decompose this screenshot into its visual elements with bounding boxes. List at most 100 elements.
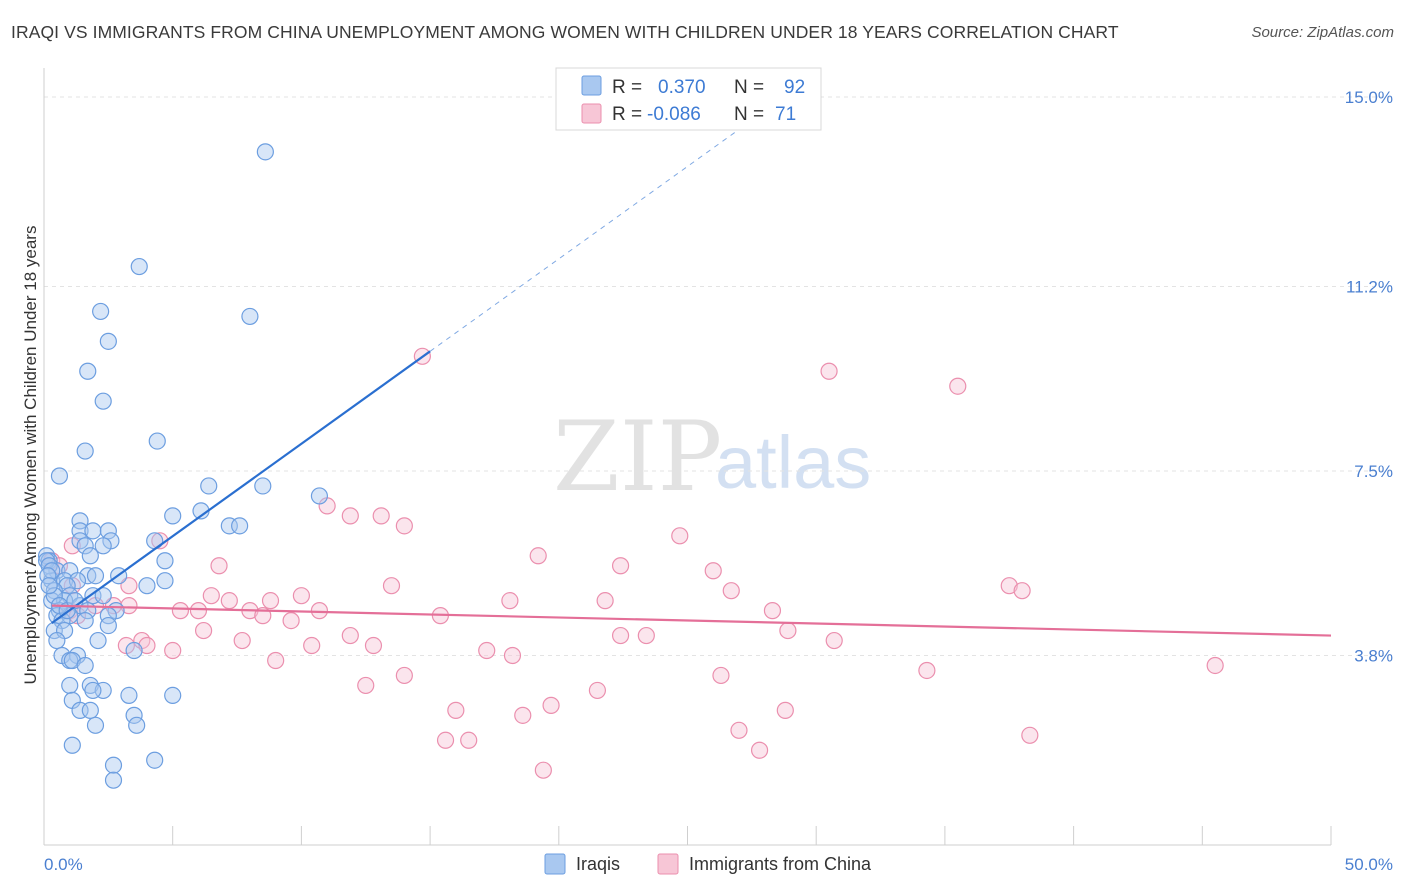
iraqi-point <box>86 716 105 734</box>
iraqi-point <box>79 362 97 380</box>
china-point <box>825 631 843 650</box>
iraqi-point <box>45 582 63 600</box>
correlation-legend: R = 0.370 N = 92 R = -0.086 N = 71 <box>555 67 822 131</box>
china-point <box>267 651 285 670</box>
china-point <box>712 666 730 685</box>
source-label: Source: ZipAtlas.com <box>1251 24 1394 41</box>
iraqi-point <box>63 651 81 670</box>
iraqi-point <box>164 686 182 705</box>
iraqi-point <box>99 616 117 635</box>
iraqi-point <box>81 701 99 719</box>
iraqi-point <box>45 587 63 605</box>
bottom-legend-swatch-iraqis <box>544 853 566 875</box>
china-point <box>460 731 478 749</box>
iraqi-point <box>71 512 89 530</box>
iraqi-point <box>128 716 146 734</box>
iraqi-point <box>125 706 143 724</box>
china-point <box>194 621 213 640</box>
china-point <box>501 592 519 610</box>
china-point <box>233 631 251 650</box>
legend-r-label-2: R = <box>612 104 642 125</box>
iraqi-point <box>231 517 249 535</box>
iraqi-point <box>61 676 79 695</box>
china-point <box>611 626 630 645</box>
china-point <box>779 621 797 640</box>
iraqi-point <box>104 756 123 774</box>
iraqi-point <box>94 587 112 605</box>
y-tick-label: 7.5% <box>1354 462 1393 481</box>
china-point <box>372 507 390 525</box>
iraqi-trend-line <box>51 350 431 624</box>
china-point <box>722 582 740 600</box>
legend-n-label-2: N = <box>734 104 764 125</box>
watermark-zip: ZIP <box>553 401 722 513</box>
iraqi-point <box>76 656 94 675</box>
iraqi-point <box>99 332 117 350</box>
y-axis-label: Unemployment Among Women with Children U… <box>21 226 40 685</box>
iraqi-point <box>86 567 105 585</box>
china-point <box>611 557 630 575</box>
china-point <box>637 626 655 645</box>
iraqi-point <box>120 686 138 705</box>
china-point <box>282 611 300 630</box>
iraqi-point <box>94 537 112 555</box>
china-point <box>303 636 321 655</box>
china-point <box>210 557 228 575</box>
iraqi-point <box>256 143 274 161</box>
iraqi-point <box>63 736 81 754</box>
china-point <box>542 696 560 714</box>
bottom-legend-china: Immigrants from China <box>689 854 872 874</box>
china-point <box>357 676 375 695</box>
china-point <box>395 517 413 535</box>
iraqi-point <box>50 467 69 485</box>
china-point <box>750 741 769 759</box>
bottom-legend-iraqis: Iraqis <box>576 854 620 874</box>
iraqi-series-points <box>37 143 329 789</box>
iraqi-point <box>130 257 148 276</box>
china-point <box>292 587 310 605</box>
china-point <box>171 602 190 620</box>
china-point <box>220 592 238 610</box>
iraqi-point <box>146 751 164 769</box>
china-point <box>1021 726 1039 744</box>
china-point <box>949 377 967 395</box>
china-point <box>364 636 383 655</box>
china-point <box>514 706 532 724</box>
china-point <box>704 562 722 580</box>
china-point <box>529 547 547 565</box>
watermark-atlas: atlas <box>715 421 871 504</box>
y-tick-label: 3.8% <box>1354 647 1393 666</box>
china-point <box>503 646 522 665</box>
china-point <box>820 362 838 380</box>
iraqi-point <box>104 771 123 789</box>
china-point <box>596 592 614 610</box>
china-point <box>310 602 329 620</box>
iraqi-point <box>138 577 156 595</box>
china-point <box>1013 582 1031 600</box>
iraqi-point <box>37 552 56 570</box>
iraqi-point <box>76 537 94 555</box>
china-point <box>341 507 359 525</box>
china-point <box>588 681 607 700</box>
legend-swatch-china <box>581 103 602 124</box>
iraqi-point <box>99 522 117 540</box>
legend-r-value-1: 0.370 <box>658 77 706 98</box>
x-tick-label-min: 0.0% <box>44 855 83 874</box>
iraqi-point <box>156 552 174 570</box>
axes <box>43 68 1332 846</box>
china-point <box>189 602 208 620</box>
y-tick-label: 11.2% <box>1346 277 1393 296</box>
iraqi-point <box>71 522 89 540</box>
china-point <box>120 577 138 595</box>
iraqi-point <box>81 547 99 565</box>
iraqi-point <box>48 607 66 625</box>
china-point <box>447 701 465 719</box>
iraqi-point <box>148 432 166 450</box>
china-point <box>104 597 123 615</box>
legend-n-value-2: 71 <box>775 104 796 125</box>
iraqi-point <box>92 302 110 321</box>
iraqi-point <box>241 307 259 326</box>
iraqi-trend-extension <box>429 119 753 352</box>
china-point <box>1206 656 1224 675</box>
